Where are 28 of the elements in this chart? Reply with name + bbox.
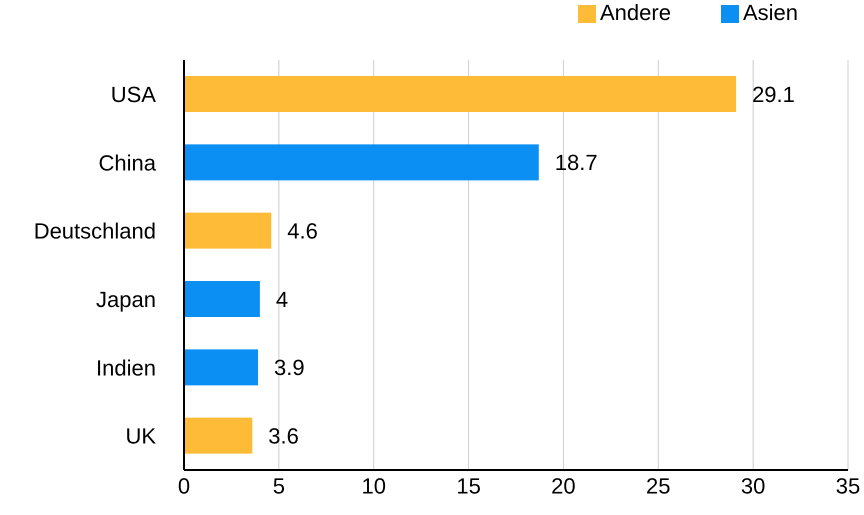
x-tick-label: 30 <box>740 474 766 499</box>
bar <box>184 349 258 386</box>
bar <box>184 76 736 112</box>
y-tick-label: China <box>98 150 157 176</box>
y-tick-label: USA <box>110 82 156 107</box>
x-tick-label: 10 <box>361 474 386 499</box>
data-label: 18.7 <box>554 150 598 176</box>
bar <box>184 281 260 317</box>
x-tick-label: 0 <box>178 474 190 499</box>
data-label: 4 <box>276 286 288 312</box>
y-tick-label: Japan <box>96 286 156 312</box>
legend-label: Asien <box>742 0 798 25</box>
data-label: 4.6 <box>287 218 318 244</box>
y-tick-label: Deutschland <box>34 218 156 244</box>
bar <box>184 418 252 454</box>
x-tick-label: 35 <box>836 474 860 499</box>
data-label: 29.1 <box>752 82 795 107</box>
x-tick-label: 15 <box>456 474 481 499</box>
bar <box>184 212 272 249</box>
y-tick-label: UK <box>125 424 156 449</box>
y-tick-label: Indien <box>96 355 156 380</box>
legend-label: Andere <box>600 0 671 25</box>
x-tick-label: 20 <box>551 474 576 499</box>
data-label: 3.6 <box>268 423 299 448</box>
x-tick-label: 25 <box>646 474 671 499</box>
x-tick-label: 5 <box>272 474 285 499</box>
bar <box>184 144 539 180</box>
data-label: 3.9 <box>274 355 305 380</box>
